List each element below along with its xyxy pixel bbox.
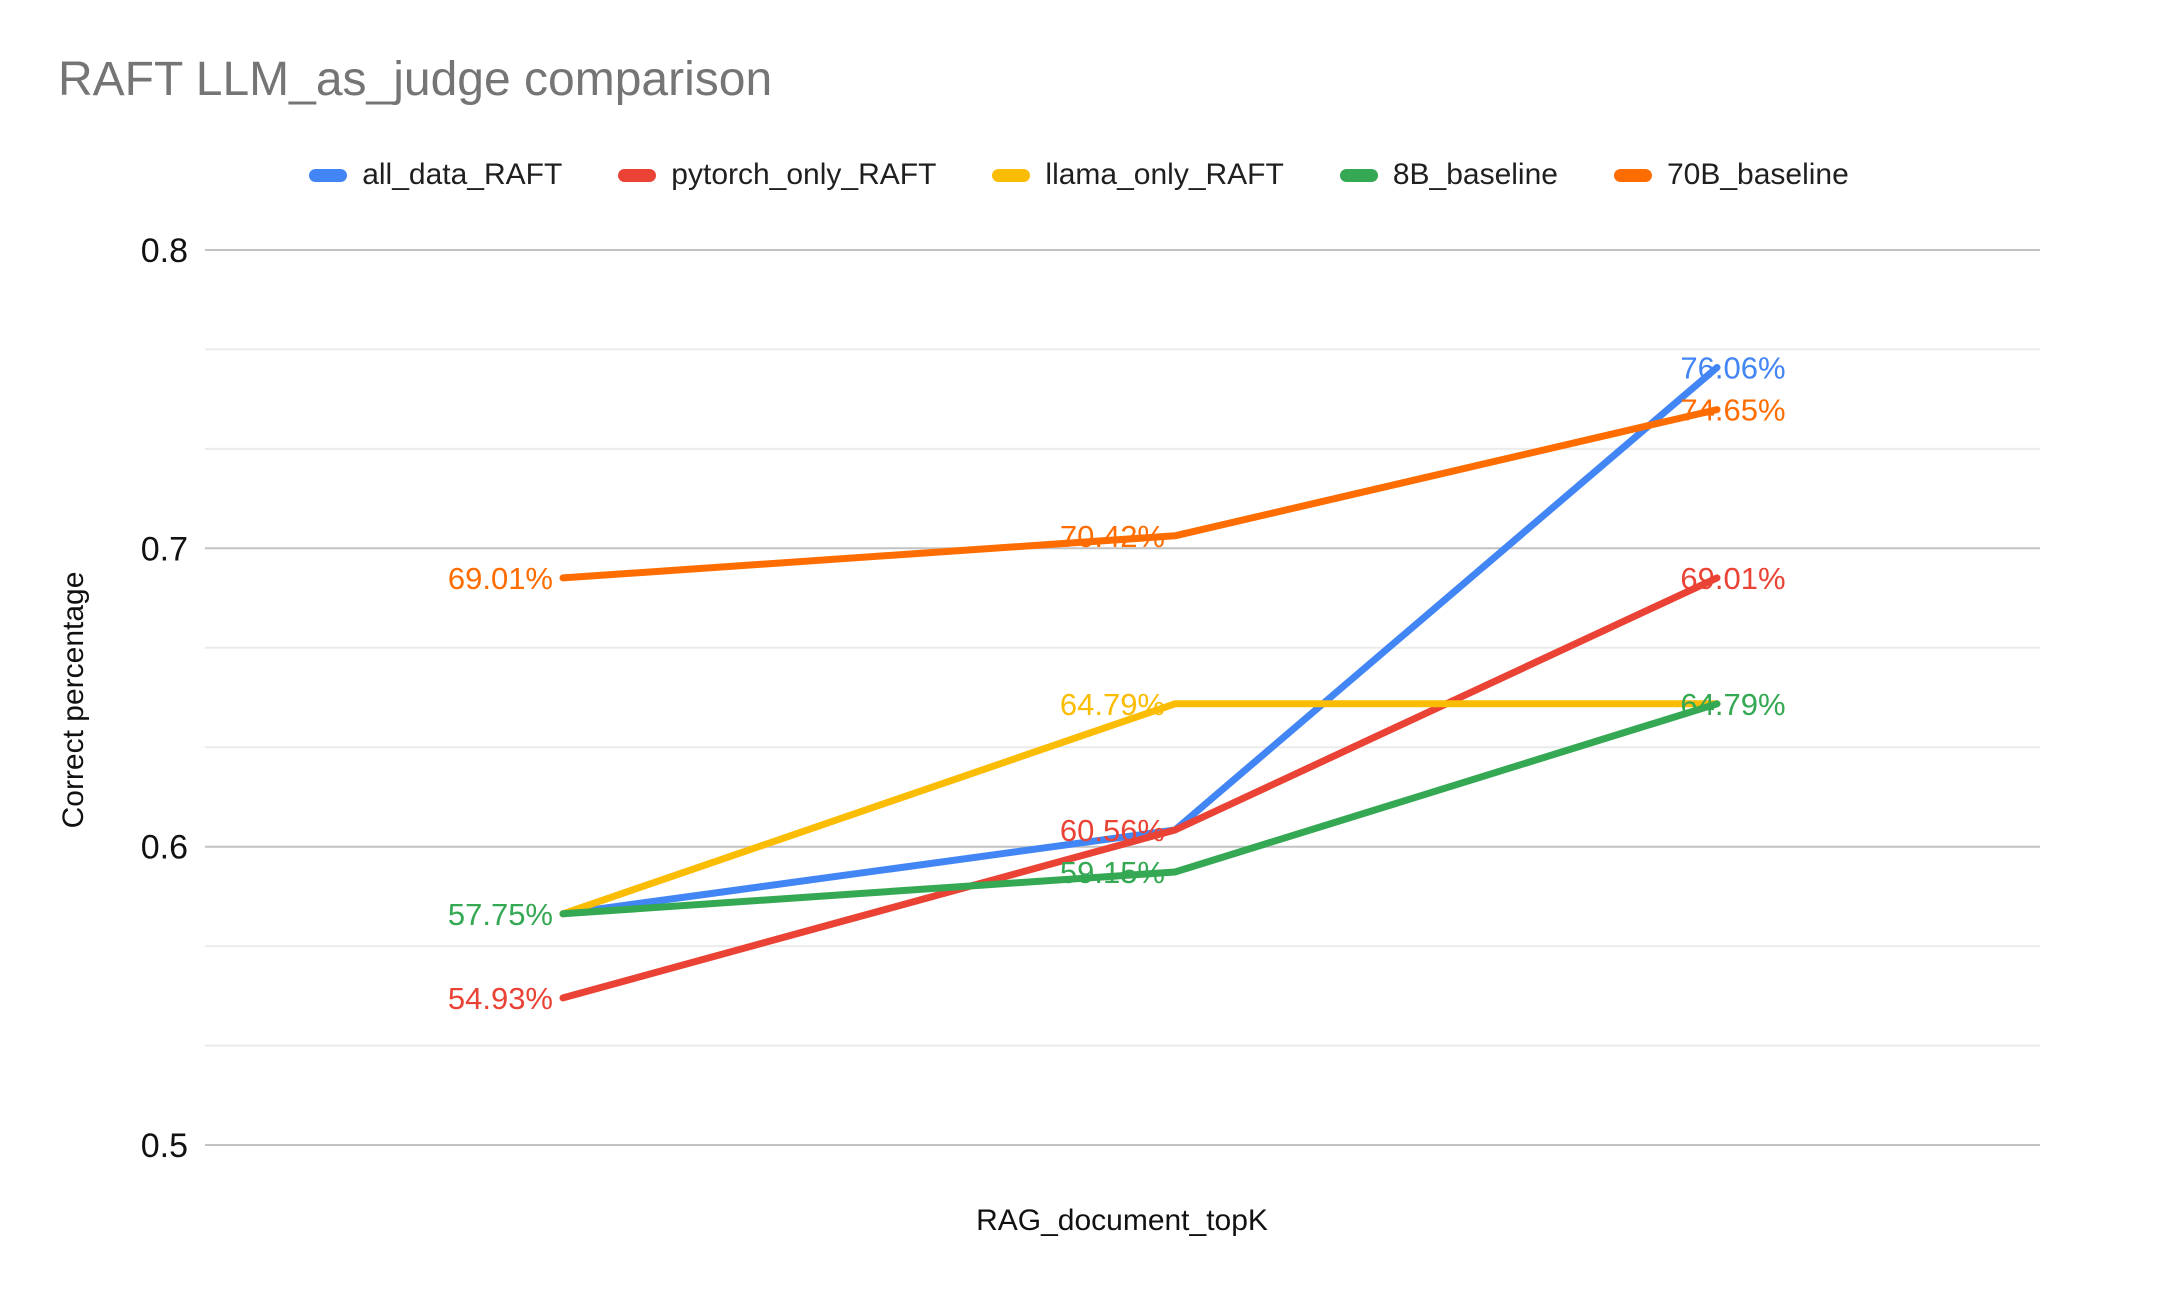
series-line-8B_baseline [559, 700, 1721, 918]
y-tick-label: 0.8 [141, 232, 188, 270]
y-tick-label: 0.6 [141, 829, 188, 867]
legend-item-8B_baseline: 8B_baseline [1339, 158, 1558, 192]
legend-item-llama_only_RAFT: llama_only_RAFT [992, 158, 1284, 192]
data-label-pytorch_only_RAFT: 69.01% [1680, 561, 1785, 596]
x-axis-title: RAG_document_topK [976, 1204, 1268, 1237]
legend-label: pytorch_only_RAFT [671, 158, 937, 191]
legend-swatch-70B_baseline [1613, 168, 1652, 182]
legend-label: llama_only_RAFT [1045, 158, 1284, 191]
legend-label: 70B_baseline [1666, 158, 1849, 191]
y-axis-title: Correct percentage [57, 571, 90, 829]
legend-swatch-pytorch_only_RAFT [618, 168, 657, 182]
legend-item-pytorch_only_RAFT: pytorch_only_RAFT [618, 158, 936, 192]
legend-swatch-8B_baseline [1339, 168, 1378, 182]
legend-label: all_data_RAFT [362, 158, 563, 191]
legend-item-all_data_RAFT: all_data_RAFT [309, 158, 562, 192]
series-line-llama_only_RAFT [559, 700, 1721, 918]
data-label-8B_baseline: 64.79% [1680, 687, 1785, 722]
series-line-70B_baseline [559, 406, 1721, 582]
legend-swatch-all_data_RAFT [309, 168, 348, 182]
data-label-70B_baseline: 69.01% [448, 561, 553, 596]
data-label-pytorch_only_RAFT: 54.93% [448, 981, 553, 1016]
legend-label: 8B_baseline [1392, 158, 1558, 191]
chart-title: RAFT LLM_as_judge comparison [58, 53, 773, 106]
y-tick-label: 0.7 [141, 530, 188, 568]
data-label-70B_baseline: 74.65% [1680, 393, 1785, 428]
data-label-8B_baseline: 59.15% [1060, 855, 1165, 890]
legend: all_data_RAFT pytorch_only_RAFT llama_only… [0, 158, 2158, 192]
data-label-pytorch_only_RAFT: 60.56% [1060, 813, 1165, 848]
legend-swatch-llama_only_RAFT [992, 168, 1031, 182]
legend-item-70B_baseline: 70B_baseline [1613, 158, 1849, 192]
series-line-pytorch_only_RAFT [559, 574, 1721, 1002]
data-label-llama_only_RAFT: 64.79% [1060, 687, 1165, 722]
data-label-all_data_RAFT: 76.06% [1680, 351, 1785, 386]
data-label-70B_baseline: 70.42% [1060, 519, 1165, 554]
y-tick-label: 0.5 [141, 1127, 188, 1165]
data-label-8B_baseline: 57.75% [448, 897, 553, 932]
